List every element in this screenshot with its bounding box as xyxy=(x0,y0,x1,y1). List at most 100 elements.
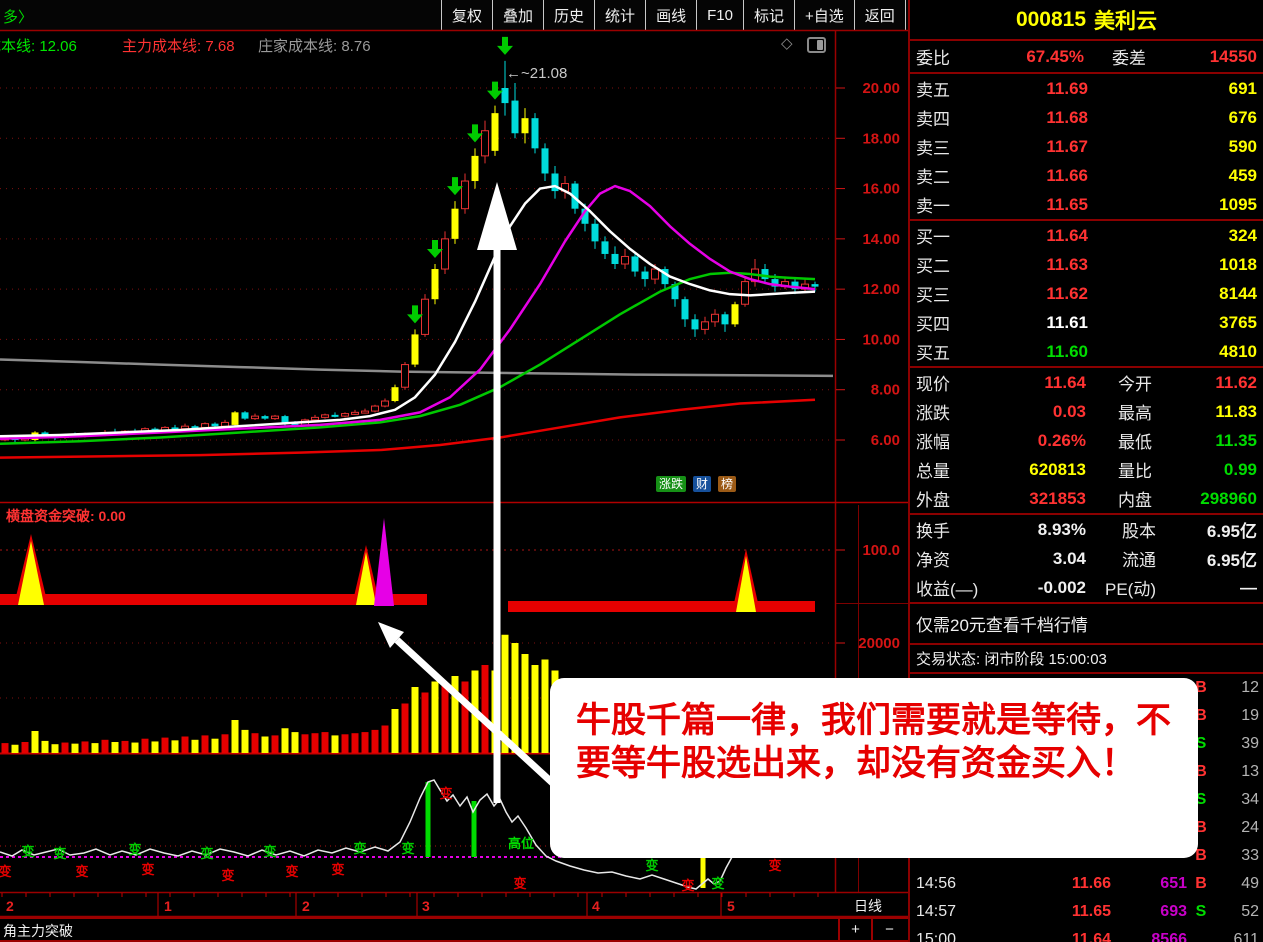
promo-banner[interactable]: 仅需20元查看千档行情 xyxy=(910,604,1263,645)
quick-link-badges: 涨跌财榜 xyxy=(656,476,737,492)
menu-button-叠加[interactable]: 叠加 xyxy=(492,0,543,30)
transaction-row[interactable]: S 34 xyxy=(910,786,1263,814)
info-label: 量比 xyxy=(1118,462,1152,481)
quote-info-row: 涨幅 0.26% 最低 11.35 xyxy=(910,426,1263,455)
info-value: 6.95亿 xyxy=(1206,551,1257,570)
menu-button-+自选[interactable]: +自选 xyxy=(793,0,854,30)
info-label: 换手 xyxy=(916,522,950,541)
info-value: 11.83 xyxy=(1215,401,1257,421)
info-label: PE(动) xyxy=(1105,580,1156,599)
transaction-row[interactable]: 14:56 11.66 651 B 49 xyxy=(910,870,1263,898)
badge-财[interactable]: 财 xyxy=(693,476,712,492)
stock-title[interactable]: 000815 美利云 xyxy=(910,0,1263,41)
menu-button-统计[interactable]: 统计 xyxy=(594,0,645,30)
menu-button-返回[interactable]: 返回 xyxy=(853,0,906,30)
ask-row[interactable]: 卖四 11.68 676 xyxy=(910,103,1263,132)
quote-info-row: 总量 620813 量比 0.99 xyxy=(910,455,1263,484)
zoom-in-button[interactable]: + xyxy=(840,919,873,940)
tx-price: 11.66 xyxy=(1071,875,1111,892)
bid-row[interactable]: 买五 11.60 4810 xyxy=(910,337,1263,366)
quote-info: 现价 11.64 今开 11.62 涨跌 0.03 最高 11.83 涨幅 0.26% 最低 11.3… xyxy=(910,368,1263,515)
info-value: -0.002 xyxy=(1037,577,1086,597)
bid-row[interactable]: 买一 11.64 324 xyxy=(910,221,1263,250)
ask-row[interactable]: 卖五 11.69 691 xyxy=(910,74,1263,103)
tx-side: B xyxy=(1195,763,1207,780)
badge-涨跌[interactable]: 涨跌 xyxy=(656,476,687,492)
formula-name-label[interactable]: 角主力突破 xyxy=(3,923,73,939)
svg-text:变: 变 xyxy=(285,864,298,879)
bid-label: 买五 xyxy=(916,344,950,363)
tx-volume: 651 xyxy=(1160,875,1187,892)
ask-label: 卖三 xyxy=(916,139,950,158)
fundamental-row: 净资 3.04 流通 6.95亿 xyxy=(910,544,1263,573)
menu-button-F10[interactable]: F10 xyxy=(696,0,743,30)
tx-volume: 8566 xyxy=(1151,931,1187,942)
ask-row[interactable]: 卖三 11.67 590 xyxy=(910,132,1263,161)
menu-button-历史[interactable]: 历史 xyxy=(543,0,594,30)
svg-text:变: 变 xyxy=(200,846,213,861)
bid-price: 11.63 xyxy=(1046,254,1088,274)
ask-volume: 691 xyxy=(1228,78,1257,98)
svg-text:变: 变 xyxy=(645,858,658,873)
breadcrumb-more[interactable]: 多〉 xyxy=(3,9,34,26)
info-label: 内盘 xyxy=(1118,491,1152,510)
menu-button-标记[interactable]: 标记 xyxy=(742,0,794,30)
transaction-row[interactable]: B 19 xyxy=(910,702,1263,730)
bid-row[interactable]: 买三 11.62 8144 xyxy=(910,279,1263,308)
info-label: 总量 xyxy=(916,462,950,481)
tx-count: 19 xyxy=(1241,707,1259,724)
svg-text:横盘资金突破: 0.00: 横盘资金突破: 0.00 xyxy=(6,508,126,524)
tx-count: 49 xyxy=(1241,875,1259,892)
ask-label: 卖五 xyxy=(916,81,950,100)
tx-volume: 693 xyxy=(1160,903,1187,920)
transaction-row[interactable]: 14:57 11.65 693 S 52 xyxy=(910,898,1263,926)
tx-count: 24 xyxy=(1241,819,1259,836)
menu-button-画线[interactable]: 画线 xyxy=(645,0,696,30)
quote-info-row: 外盘 321853 内盘 298960 xyxy=(910,484,1263,513)
info-value: 620813 xyxy=(1029,459,1086,479)
tx-side: S xyxy=(1195,735,1207,752)
weibi-row: 委比 67.45% 委差 14550 xyxy=(910,41,1263,74)
tx-side: B xyxy=(1195,847,1207,864)
bid-row[interactable]: 买二 11.63 1018 xyxy=(910,250,1263,279)
tx-count: 39 xyxy=(1241,735,1259,752)
tx-count: 52 xyxy=(1241,903,1259,920)
bid-price: 11.62 xyxy=(1046,283,1088,303)
svg-text:100.0: 100.0 xyxy=(862,542,900,559)
info-label: 外盘 xyxy=(916,491,950,510)
bid-volume: 3765 xyxy=(1219,312,1257,332)
ask-row[interactable]: 卖一 11.65 1095 xyxy=(910,190,1263,219)
bid-volume: 4810 xyxy=(1219,341,1257,361)
bid-row[interactable]: 买四 11.61 3765 xyxy=(910,308,1263,337)
transaction-row[interactable]: 15:00 11.64 8566 611 xyxy=(910,926,1263,942)
svg-text:变: 变 xyxy=(513,876,526,891)
tx-side: S xyxy=(1195,903,1207,920)
transaction-row[interactable]: B 33 xyxy=(910,842,1263,870)
svg-text:20.00: 20.00 xyxy=(862,80,900,97)
tx-count: 33 xyxy=(1241,847,1259,864)
info-label: 涨幅 xyxy=(916,433,950,452)
ask-volume: 676 xyxy=(1228,107,1257,127)
diamond-icon[interactable]: ◇ xyxy=(781,35,793,52)
bid-levels: 买一 11.64 324 买二 11.63 1018 买三 11.62 8144 买四 11.61 3… xyxy=(910,221,1263,368)
tx-side: B xyxy=(1195,875,1207,892)
svg-text:5: 5 xyxy=(727,898,735,914)
ask-price: 11.69 xyxy=(1046,78,1088,98)
tx-side: B xyxy=(1195,679,1207,696)
transaction-row[interactable]: B 13 xyxy=(910,758,1263,786)
svg-text:12.00: 12.00 xyxy=(862,281,900,298)
tx-count: 12 xyxy=(1241,679,1259,696)
trade-status: 交易状态: 闭市阶段 15:00:03 xyxy=(910,645,1263,674)
transaction-row[interactable]: B 24 xyxy=(910,814,1263,842)
panel-toggle-icon[interactable] xyxy=(807,37,826,53)
menu-button-复权[interactable]: 复权 xyxy=(441,0,492,30)
zoom-out-button[interactable]: − xyxy=(885,921,894,938)
cost-line-label-0: 成本线: 12.06 xyxy=(0,38,77,55)
transaction-row[interactable]: S 39 xyxy=(910,730,1263,758)
badge-榜[interactable]: 榜 xyxy=(718,476,737,492)
bid-price: 11.64 xyxy=(1046,225,1088,245)
svg-text:变: 变 xyxy=(353,841,366,856)
ask-row[interactable]: 卖二 11.66 459 xyxy=(910,161,1263,190)
annotation-text: 牛股千篇一律，我们需要就是等待，不要等牛股选出来，却没有资金买入！ xyxy=(576,701,1172,783)
quote-info-row: 涨跌 0.03 最高 11.83 xyxy=(910,397,1263,426)
